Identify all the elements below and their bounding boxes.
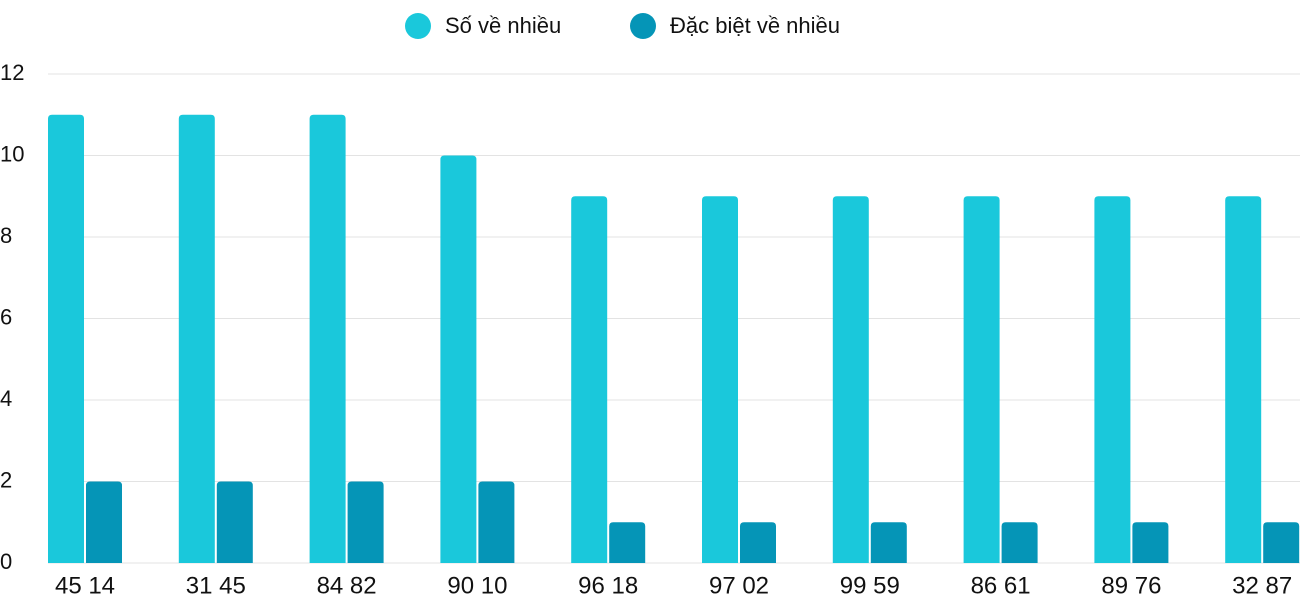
legend-label: Đặc biệt về nhiều: [670, 13, 840, 38]
bar: [216, 481, 253, 563]
legend-swatch: [405, 13, 431, 39]
x-tick-label: 84 82: [317, 572, 377, 599]
bar: [48, 114, 84, 563]
bar: [832, 196, 869, 563]
bar: [1263, 522, 1300, 563]
bar: [1225, 196, 1262, 563]
y-tick-label: 8: [0, 223, 12, 248]
x-tick-label: 96 18: [578, 572, 638, 599]
x-tick-label: 32 87: [1232, 572, 1292, 599]
y-tick-label: 10: [0, 141, 24, 166]
bar: [702, 196, 738, 563]
y-tick-label: 2: [0, 467, 12, 492]
x-tick-label: 99 59: [840, 572, 900, 599]
y-tick-label: 4: [0, 386, 12, 411]
x-tick-label: 31 45: [186, 572, 246, 599]
bar: [571, 196, 608, 563]
bar: [609, 522, 646, 563]
x-tick-label: 45 14: [55, 572, 115, 599]
bar: [1132, 522, 1169, 563]
bar: [1001, 522, 1038, 563]
y-tick-label: 6: [0, 304, 12, 329]
x-tick-label: 86 61: [971, 572, 1031, 599]
y-tick-label: 12: [0, 60, 24, 85]
bar: [309, 114, 346, 563]
bar: [1094, 196, 1131, 563]
bar: [740, 522, 776, 563]
bar: [478, 481, 515, 563]
bar: [178, 114, 215, 563]
legend-swatch: [630, 13, 656, 39]
bar: [86, 481, 122, 563]
bar: [440, 155, 477, 563]
y-tick-label: 0: [0, 549, 12, 574]
bar: [870, 522, 907, 563]
bar: [347, 481, 384, 563]
x-tick-label: 97 02: [709, 572, 769, 599]
x-tick-label: 89 76: [1101, 572, 1161, 599]
bar: [963, 196, 1000, 563]
legend-label: Số về nhiều: [445, 13, 561, 38]
x-tick-label: 90 10: [447, 572, 507, 599]
